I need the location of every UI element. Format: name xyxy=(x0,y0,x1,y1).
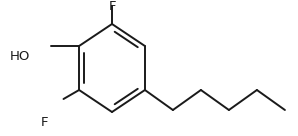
Text: F: F xyxy=(108,0,116,13)
Text: F: F xyxy=(40,115,48,129)
Text: HO: HO xyxy=(10,50,30,64)
